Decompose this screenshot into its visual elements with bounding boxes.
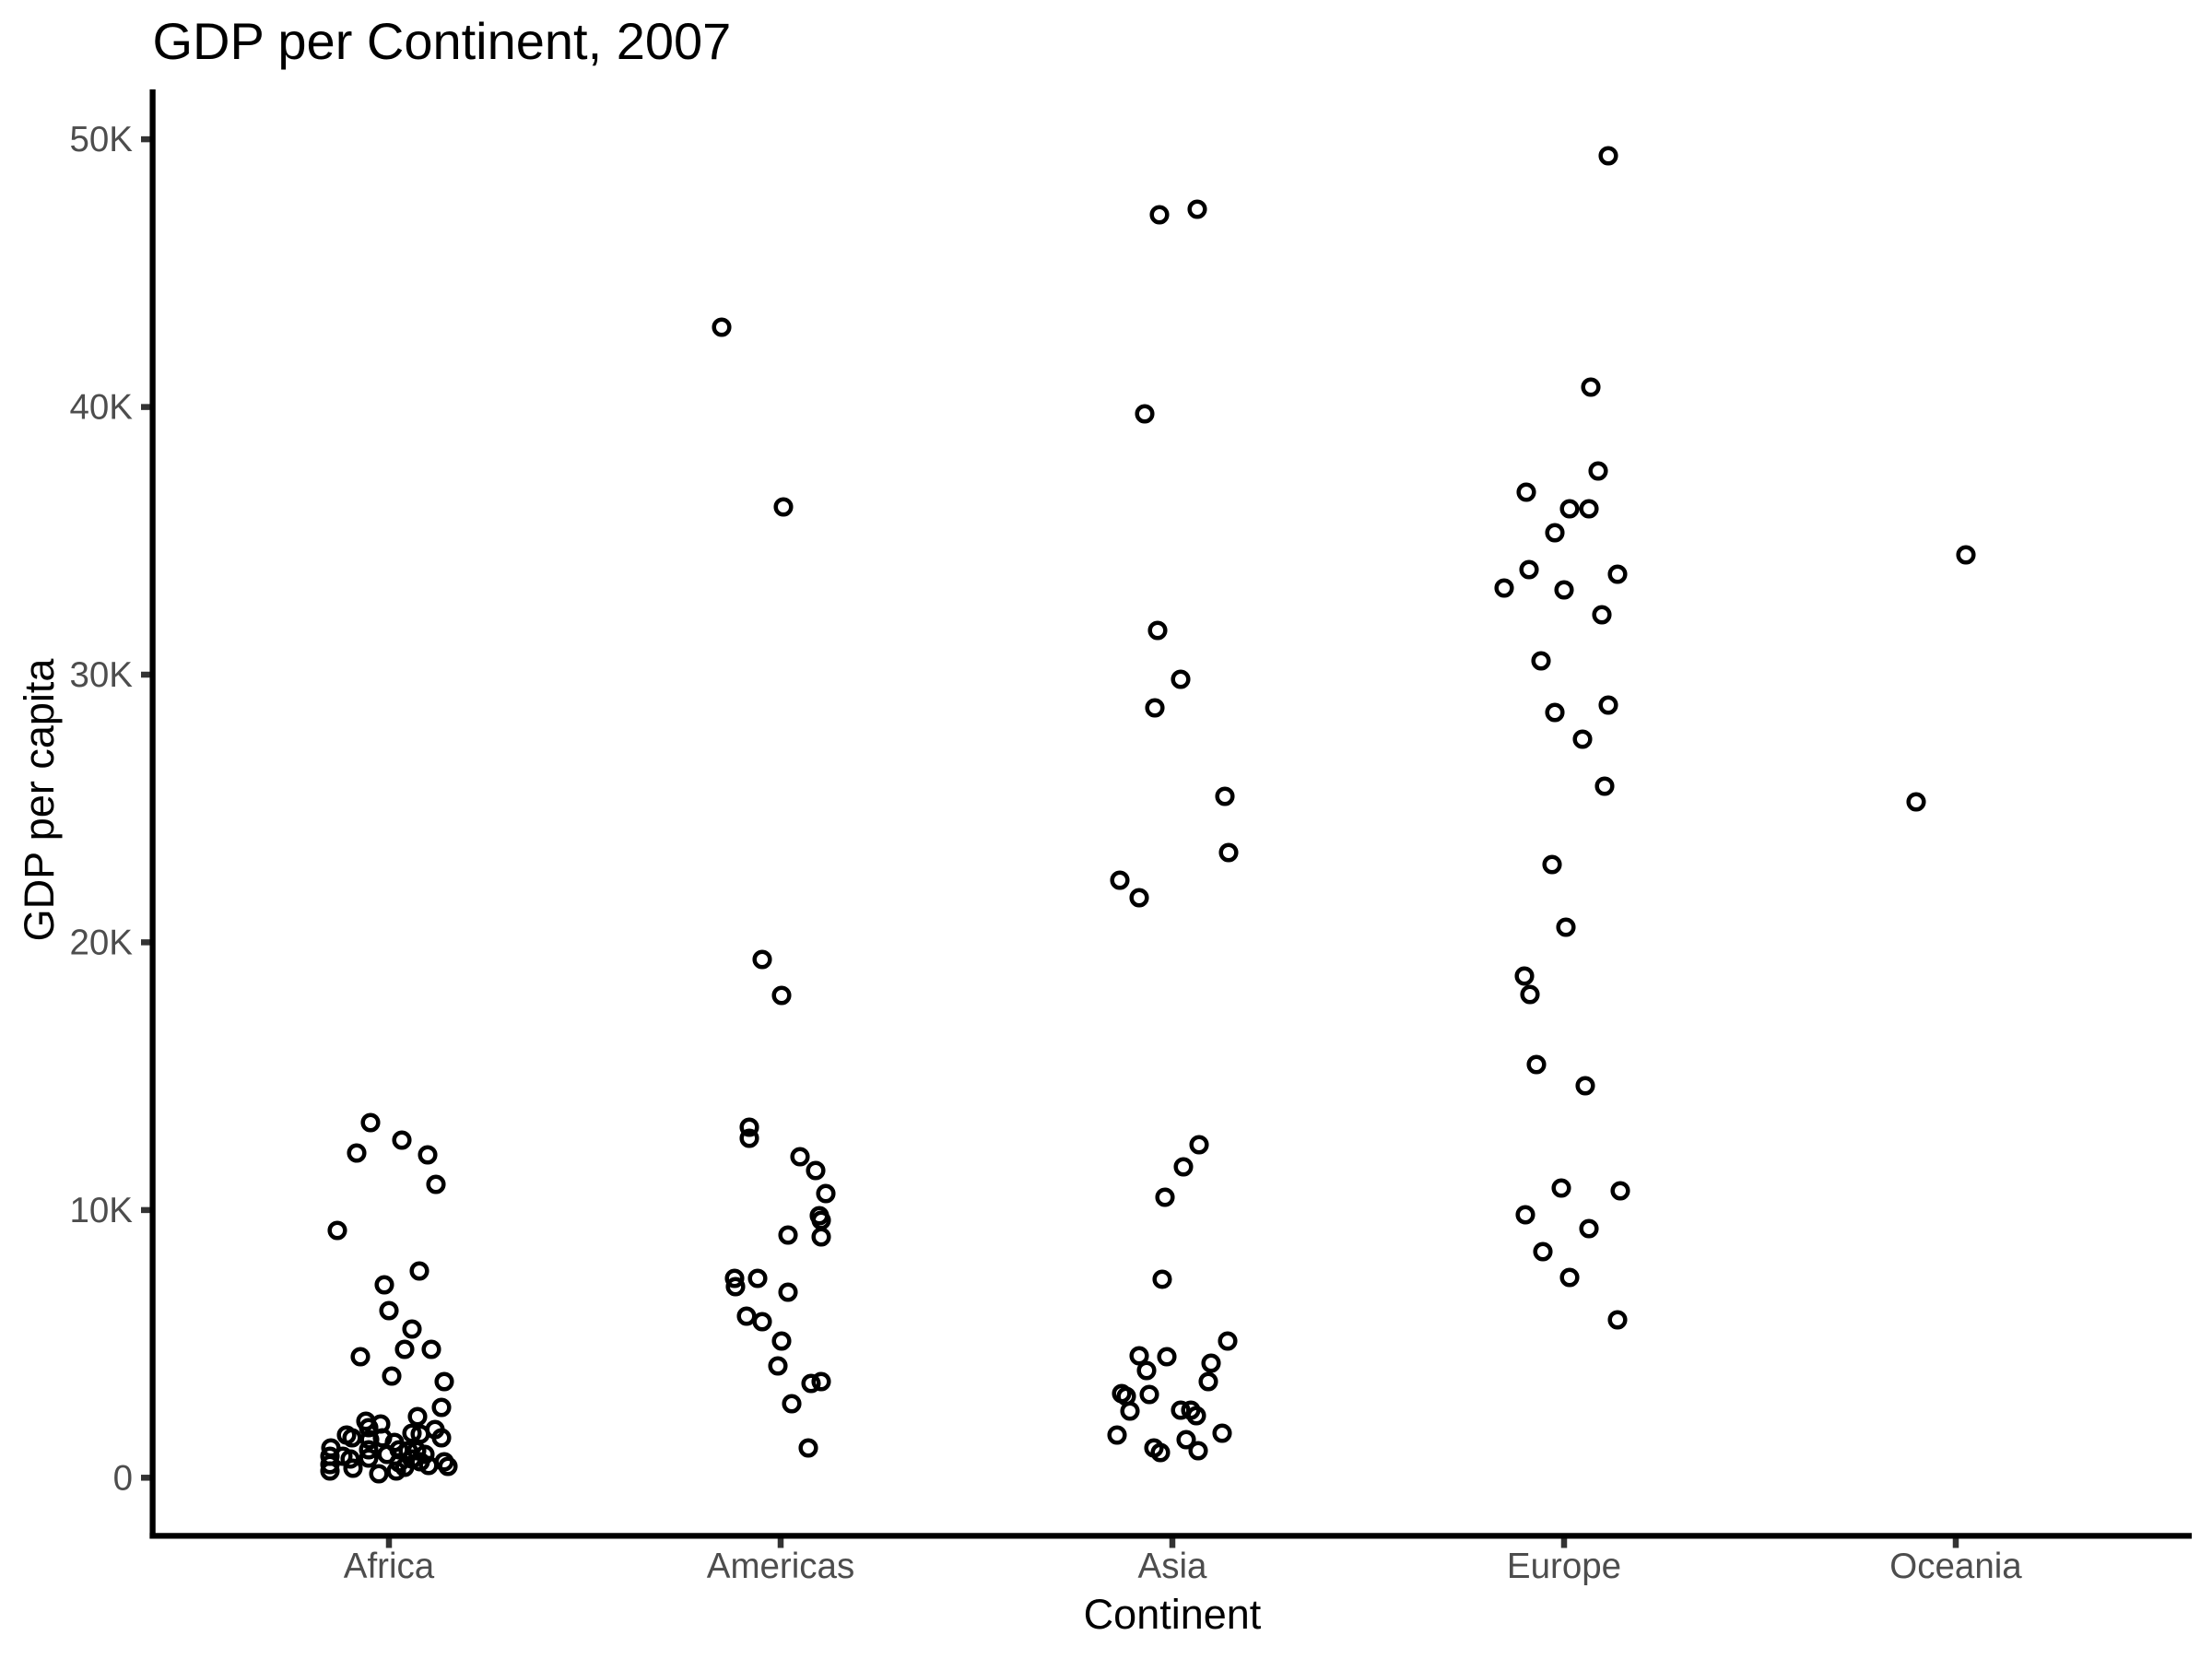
svg-text:Africa: Africa <box>344 1547 435 1586</box>
svg-text:10K: 10K <box>69 1191 133 1230</box>
svg-text:Continent: Continent <box>1084 1591 1262 1638</box>
svg-text:Asia: Asia <box>1138 1547 1207 1586</box>
svg-text:Europe: Europe <box>1507 1547 1621 1586</box>
svg-text:20K: 20K <box>69 923 133 962</box>
svg-text:0: 0 <box>113 1458 133 1498</box>
svg-text:30K: 30K <box>69 655 133 695</box>
svg-text:GDP per capita: GDP per capita <box>16 658 63 942</box>
svg-text:Oceania: Oceania <box>1889 1547 2022 1586</box>
svg-text:GDP per Continent, 2007: GDP per Continent, 2007 <box>153 12 732 70</box>
svg-text:50K: 50K <box>69 120 133 159</box>
svg-text:Americas: Americas <box>707 1547 854 1586</box>
svg-text:40K: 40K <box>69 388 133 428</box>
